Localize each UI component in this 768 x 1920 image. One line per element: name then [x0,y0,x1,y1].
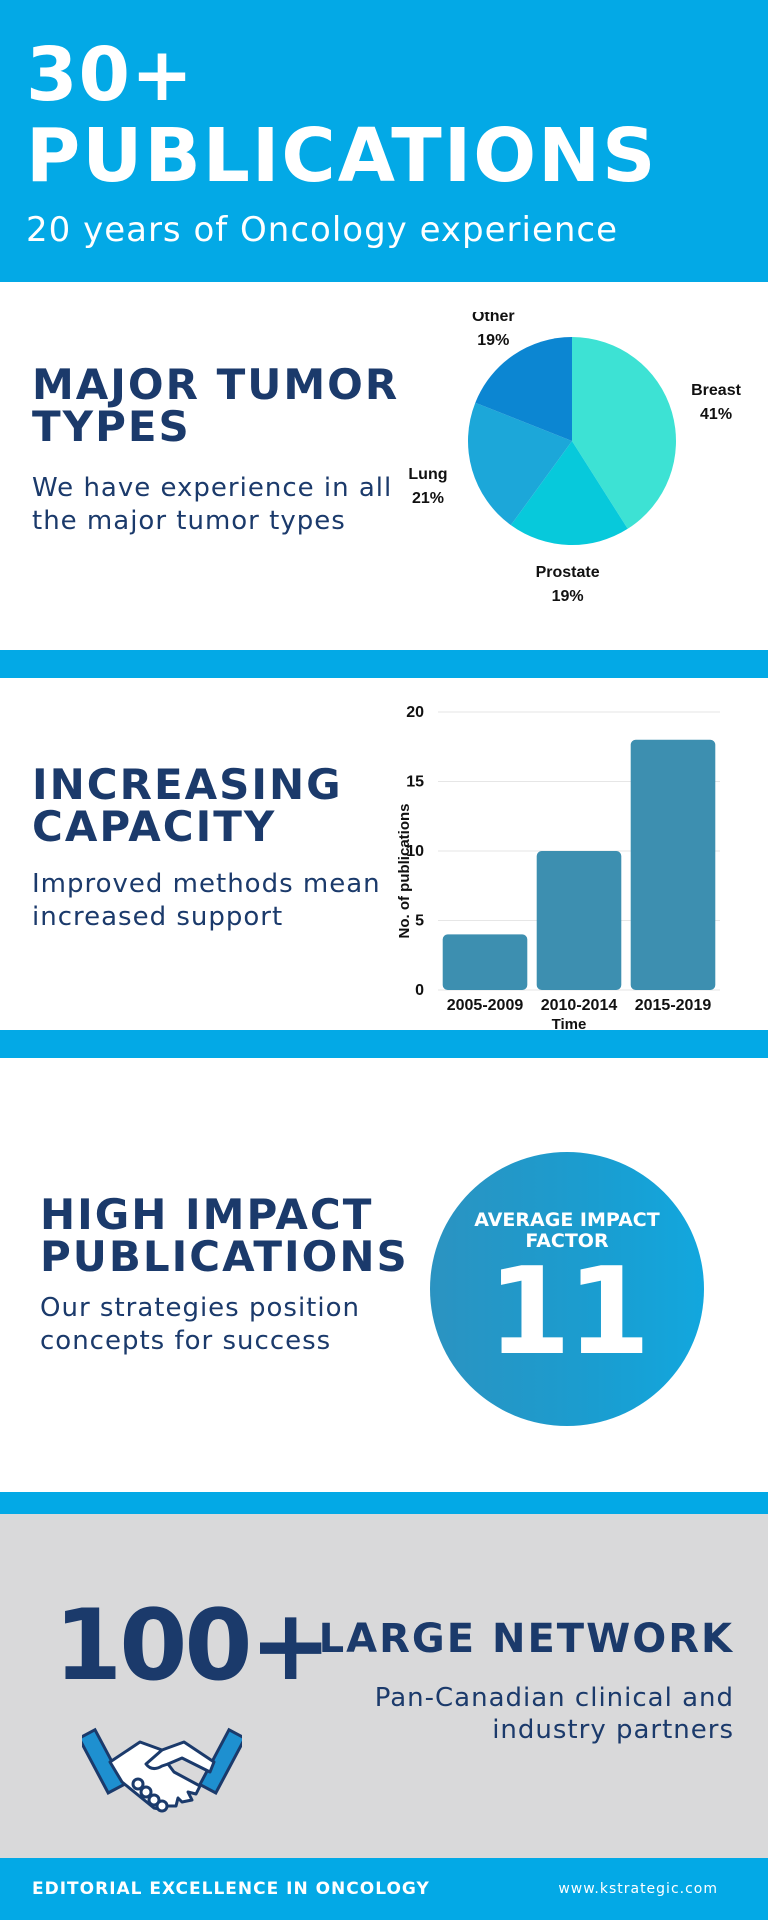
footer: EDITORIAL EXCELLENCE IN ONCOLOGY www.kst… [0,1858,768,1920]
divider-band [0,1030,768,1058]
tumor-title-line2: TYPES [32,402,191,451]
capacity-title-line2: CAPACITY [32,802,277,851]
pie-percent-breast: 41% [700,406,732,423]
header-title: PUBLICATIONS [26,113,658,199]
header-banner: 30+ PUBLICATIONS 20 years of Oncology ex… [0,0,768,282]
footer-tagline: EDITORIAL EXCELLENCE IN ONCOLOGY [32,1879,430,1899]
pie-percent-other: 19% [477,332,509,349]
pie-slice-other [475,337,572,441]
impact-factor-label-line2: FACTOR [525,1230,609,1252]
y-tick-label: 15 [406,774,424,791]
x-tick-label: 2010-2014 [541,997,618,1014]
tumor-types-section: MAJOR TUMOR TYPES We have experience in … [0,282,768,650]
publications-bar-chart: 0 5 10 15 20 2005-2009 2010-2014 2015-2019 Time N… [396,704,720,1032]
bar-2010-2014 [536,851,622,990]
network-body: Pan-Canadian clinical and industry partn… [314,1682,734,1746]
x-tick-label: 2015-2019 [635,997,712,1014]
impact-factor-circle: AVERAGE IMPACT FACTOR 11 [430,1152,704,1426]
tumor-body-line2: the major tumor types [32,506,346,536]
impact-section: HIGH IMPACT PUBLICATIONS Our strategies … [0,1058,768,1492]
y-tick-label: 5 [415,913,424,930]
tumor-body-line1: We have experience in all [32,473,393,503]
y-tick-label: 0 [415,982,424,999]
network-title: LARGE NETWORK [318,1616,734,1662]
impact-title-line2: PUBLICATIONS [40,1232,409,1281]
y-tick-label: 10 [406,843,424,860]
impact-factor-value: 11 [487,1243,651,1382]
divider-band [0,1492,768,1514]
pie-label-prostate: Prostate [536,564,600,581]
publication-count: 30+ [26,32,194,118]
network-body-line2: industry partners [492,1715,734,1745]
y-axis-label: No. of publications [396,804,413,939]
network-body-line1: Pan-Canadian clinical and [374,1683,734,1713]
capacity-body-line1: Improved methods mean [32,869,381,899]
impact-factor-label: AVERAGE IMPACT FACTOR [430,1210,704,1252]
header-subtitle: 20 years of Oncology experience [26,210,619,250]
tumor-title-line1: MAJOR TUMOR [32,360,400,409]
bar-2015-2019 [630,739,716,990]
capacity-body-line2: increased support [32,902,284,932]
tumor-type-pie-chart: Breast 41% Prostate 19% Lung 21% Other 19% [408,312,741,605]
divider-band [0,650,768,678]
pie-label-other: Other [472,312,515,325]
capacity-section: INCREASING CAPACITY Improved methods mea… [0,678,768,1032]
impact-body-line2: concepts for success [40,1326,332,1356]
bar-2005-2009 [442,934,528,990]
pie-label-lung: Lung [408,466,447,483]
x-axis-label: Time [552,1016,587,1032]
impact-body-line1: Our strategies position [40,1293,360,1323]
pie-slice-lung [468,402,572,526]
pie-slice-breast [572,337,676,529]
x-tick-label: 2005-2009 [447,997,524,1014]
pie-slice-prostate [510,441,628,545]
impact-title-line1: HIGH IMPACT [40,1190,374,1239]
pie-label-breast: Breast [691,382,741,399]
footer-url-link[interactable]: www.kstrategic.com [558,1881,718,1897]
impact-factor-label-line1: AVERAGE IMPACT [474,1209,660,1231]
capacity-title-line1: INCREASING [32,760,343,809]
network-section: 100+ LARGE NETWORK Pan-Canadian clinical… [0,1514,768,1858]
pie-percent-lung: 21% [412,490,444,507]
y-tick-label: 20 [406,704,424,721]
pie-percent-prostate: 19% [552,588,584,605]
network-count: 100+ [54,1589,332,1703]
handshake-icon [82,1727,242,1813]
